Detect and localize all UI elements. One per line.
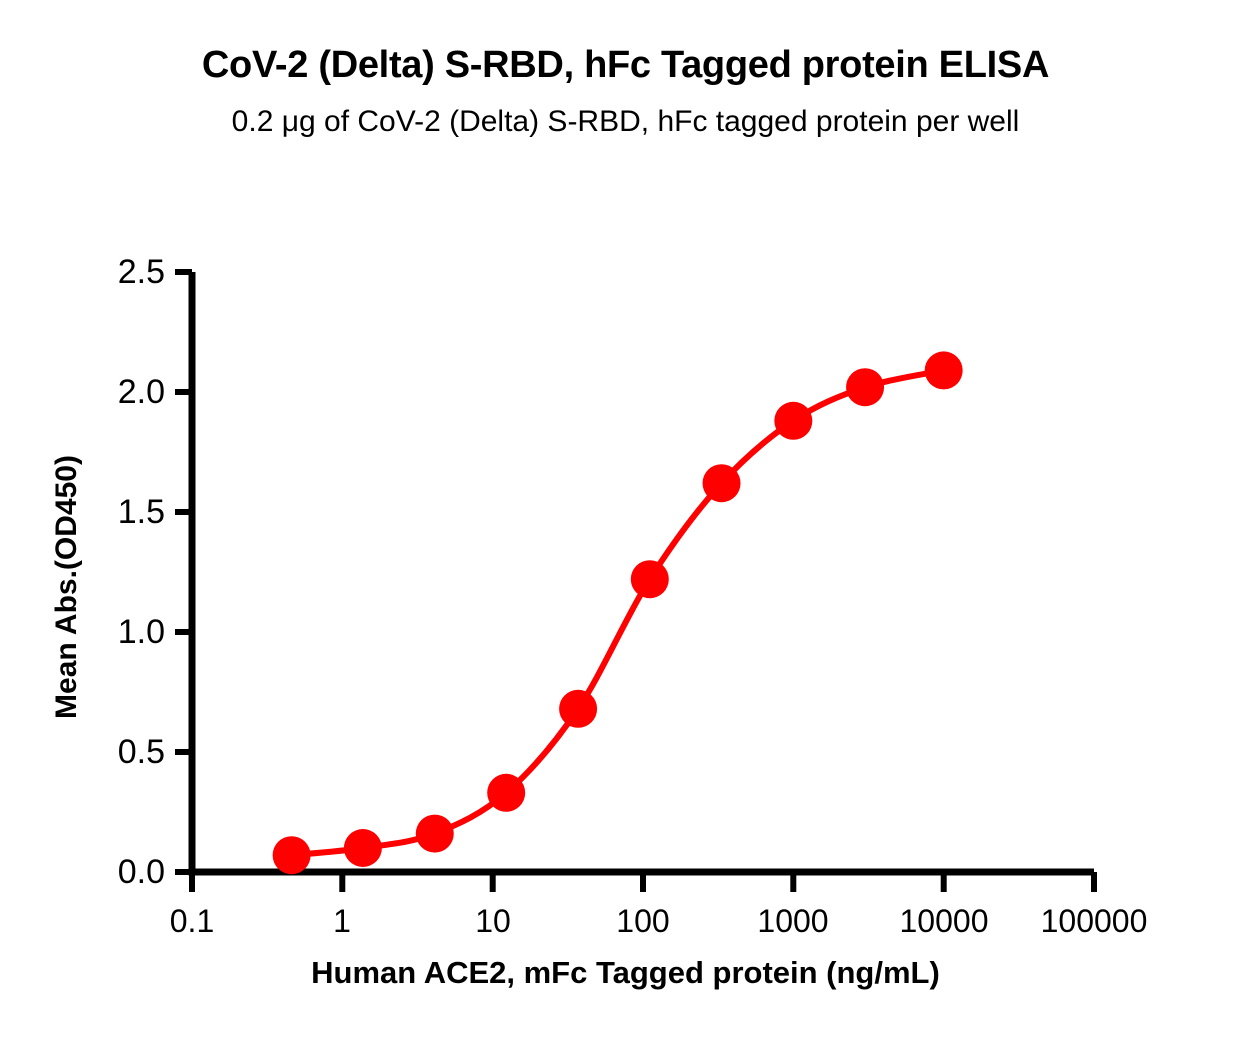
data-point-4 xyxy=(559,689,598,728)
x-tick-label-100000: 100000 xyxy=(1040,903,1148,939)
x-tick-label-10000: 10000 xyxy=(899,903,989,939)
data-point-2 xyxy=(415,814,454,853)
data-point-9 xyxy=(924,351,963,390)
y-tick-label-0.5: 0.5 xyxy=(117,733,165,771)
chart-subtitle: 0.2 μg of CoV-2 (Delta) S-RBD, hFc tagge… xyxy=(231,105,1020,138)
data-curve xyxy=(288,367,947,859)
y-tick-label-2.0: 2.0 xyxy=(117,373,165,411)
x-tick-label-100: 100 xyxy=(616,903,670,939)
y-tick-label-1.5: 1.5 xyxy=(117,493,165,531)
y-tick-label-1.0: 1.0 xyxy=(117,613,165,651)
data-point-0 xyxy=(272,836,311,875)
chart-title: CoV-2 (Delta) S-RBD, hFc Tagged protein … xyxy=(201,44,1050,86)
y-tick-label-0.0: 0.0 xyxy=(117,853,165,891)
x-tick-label-10: 10 xyxy=(475,903,511,939)
data-point-5 xyxy=(630,560,669,599)
x-axis-label: Human ACE2, mFc Tagged protein (ng/mL) xyxy=(311,955,940,990)
x-tick-label-0.1: 0.1 xyxy=(169,903,215,939)
data-point-6 xyxy=(702,464,741,503)
data-point-1 xyxy=(343,829,382,867)
data-point-7 xyxy=(774,401,813,440)
data-markers xyxy=(272,351,963,875)
x-axis-ticks xyxy=(189,872,1097,892)
x-tick-label-1000: 1000 xyxy=(757,903,829,939)
data-point-3 xyxy=(487,773,526,812)
y-tick-label-2.5: 2.5 xyxy=(117,253,165,291)
x-tick-label-1: 1 xyxy=(333,903,351,939)
data-point-8 xyxy=(846,368,885,407)
